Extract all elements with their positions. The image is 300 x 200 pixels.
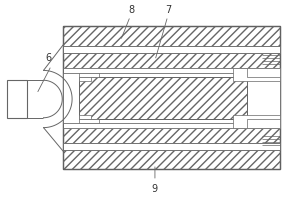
Bar [63,53,280,68]
Bar [79,77,247,119]
Bar [79,115,91,119]
Bar [63,143,280,150]
Bar [79,73,99,77]
Bar [233,68,280,81]
Bar [63,26,280,169]
Bar [63,128,280,143]
Text: 9: 9 [152,184,158,194]
Bar [79,77,247,119]
Text: 6: 6 [45,53,52,63]
Bar [63,150,280,169]
Bar [63,73,280,123]
Bar [79,77,91,81]
Text: 8: 8 [128,5,134,15]
Bar [63,123,280,128]
Text: 7: 7 [166,5,172,15]
Bar [63,68,280,73]
Bar [247,119,280,128]
Bar [233,115,280,128]
Bar [63,26,280,46]
Bar [7,80,27,118]
Bar [63,46,280,53]
Bar [79,119,99,123]
Bar [247,68,280,77]
